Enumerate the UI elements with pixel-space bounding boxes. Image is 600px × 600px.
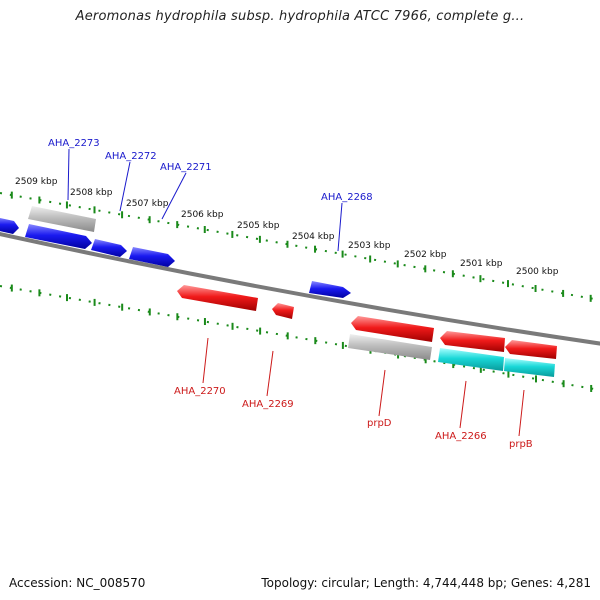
ruler-label: 2504 kbp xyxy=(292,232,335,242)
ruler-label: 2505 kbp xyxy=(237,221,280,231)
genome-backbone xyxy=(0,232,600,346)
reverse-ruler xyxy=(0,284,600,392)
gene-forward[interactable] xyxy=(91,239,127,257)
gene-reverse[interactable] xyxy=(177,285,258,311)
gene-reverse[interactable] xyxy=(505,340,557,359)
map-title: Aeromonas hydrophila subsp. hydrophila A… xyxy=(75,9,525,24)
ruler-label: 2500 kbp xyxy=(516,267,559,277)
gene-reverse-cyan[interactable] xyxy=(504,358,555,377)
gene-label-reverse[interactable]: prpB xyxy=(509,439,533,450)
ruler-label: 2507 kbp xyxy=(126,199,169,209)
ruler-label: 2502 kbp xyxy=(404,250,447,260)
forward-leaders xyxy=(67,148,343,252)
ruler-label: 2501 kbp xyxy=(460,259,503,269)
gene-reverse[interactable] xyxy=(272,303,294,319)
gene-label-forward[interactable]: AHA_2273 xyxy=(48,138,100,149)
gene-label-reverse[interactable]: AHA_2269 xyxy=(242,399,294,410)
gene-reverse-cyan[interactable] xyxy=(438,348,504,371)
forward-gene-track xyxy=(0,206,351,298)
gene-label-forward[interactable]: AHA_2268 xyxy=(321,192,373,203)
forward-ruler xyxy=(0,191,600,302)
gene-label-reverse[interactable]: AHA_2266 xyxy=(435,431,487,442)
reverse-gene-track xyxy=(177,285,557,377)
gene-label-reverse[interactable]: AHA_2270 xyxy=(174,386,226,397)
reverse-leaders xyxy=(202,337,525,437)
gene-reverse-gray[interactable] xyxy=(348,334,432,360)
accession-text: Accession: NC_008570 xyxy=(9,576,146,590)
gene-label-forward[interactable]: AHA_2272 xyxy=(105,151,157,162)
genome-summary-text: Topology: circular; Length: 4,744,448 bp… xyxy=(261,576,591,590)
gene-forward-gray[interactable] xyxy=(28,206,96,232)
ruler-label: 2503 kbp xyxy=(348,241,391,251)
gene-label-forward[interactable]: AHA_2271 xyxy=(160,162,212,173)
ruler-label: 2506 kbp xyxy=(181,210,224,220)
gene-forward[interactable] xyxy=(25,224,92,249)
gene-label-reverse[interactable]: prpD xyxy=(367,418,392,429)
gene-reverse[interactable] xyxy=(351,316,434,342)
gene-forward[interactable] xyxy=(129,247,175,267)
ruler-label: 2509 kbp xyxy=(15,177,58,187)
gene-forward[interactable] xyxy=(309,281,351,298)
ruler-label: 2508 kbp xyxy=(70,188,113,198)
gene-forward[interactable] xyxy=(0,217,19,234)
gene-reverse[interactable] xyxy=(440,331,505,352)
